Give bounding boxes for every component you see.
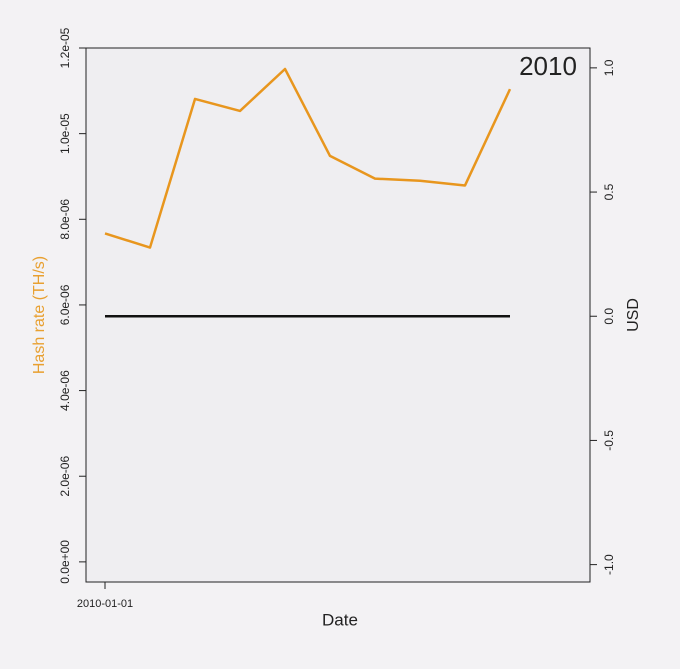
x-axis-label: Date bbox=[322, 610, 358, 629]
y-tick-label: 4.0e-06 bbox=[58, 370, 72, 411]
x-tick-label: 2010-01-01 bbox=[77, 598, 133, 610]
y2-tick-label: 1.0 bbox=[602, 59, 616, 76]
y-tick-label: 0.0e+00 bbox=[58, 540, 72, 584]
y2-tick-label: 0.5 bbox=[602, 183, 616, 200]
y-tick-label: 2.0e-06 bbox=[58, 456, 72, 497]
y2-tick-label: -0.5 bbox=[602, 430, 616, 451]
y2-tick-label: -1.0 bbox=[602, 554, 616, 575]
y2-axis-label: USD bbox=[625, 298, 642, 332]
y-tick-label: 6.0e-06 bbox=[58, 284, 72, 325]
y-tick-label: 8.0e-06 bbox=[58, 199, 72, 240]
y-axis-label: Hash rate (TH/s) bbox=[31, 256, 48, 374]
annotation: 2010 bbox=[519, 51, 577, 81]
y-tick-label: 1.0e-05 bbox=[58, 113, 72, 154]
y-tick-label: 1.2e-05 bbox=[58, 27, 72, 68]
y2-tick-label: 0.0 bbox=[602, 308, 616, 325]
series-line bbox=[104, 67, 512, 249]
